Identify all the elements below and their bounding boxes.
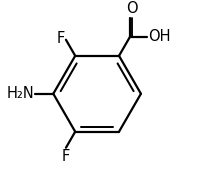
Text: O: O [126, 1, 138, 16]
Text: F: F [62, 149, 70, 164]
Text: OH: OH [148, 29, 170, 44]
Text: F: F [57, 31, 65, 46]
Text: H₂N: H₂N [6, 86, 34, 101]
